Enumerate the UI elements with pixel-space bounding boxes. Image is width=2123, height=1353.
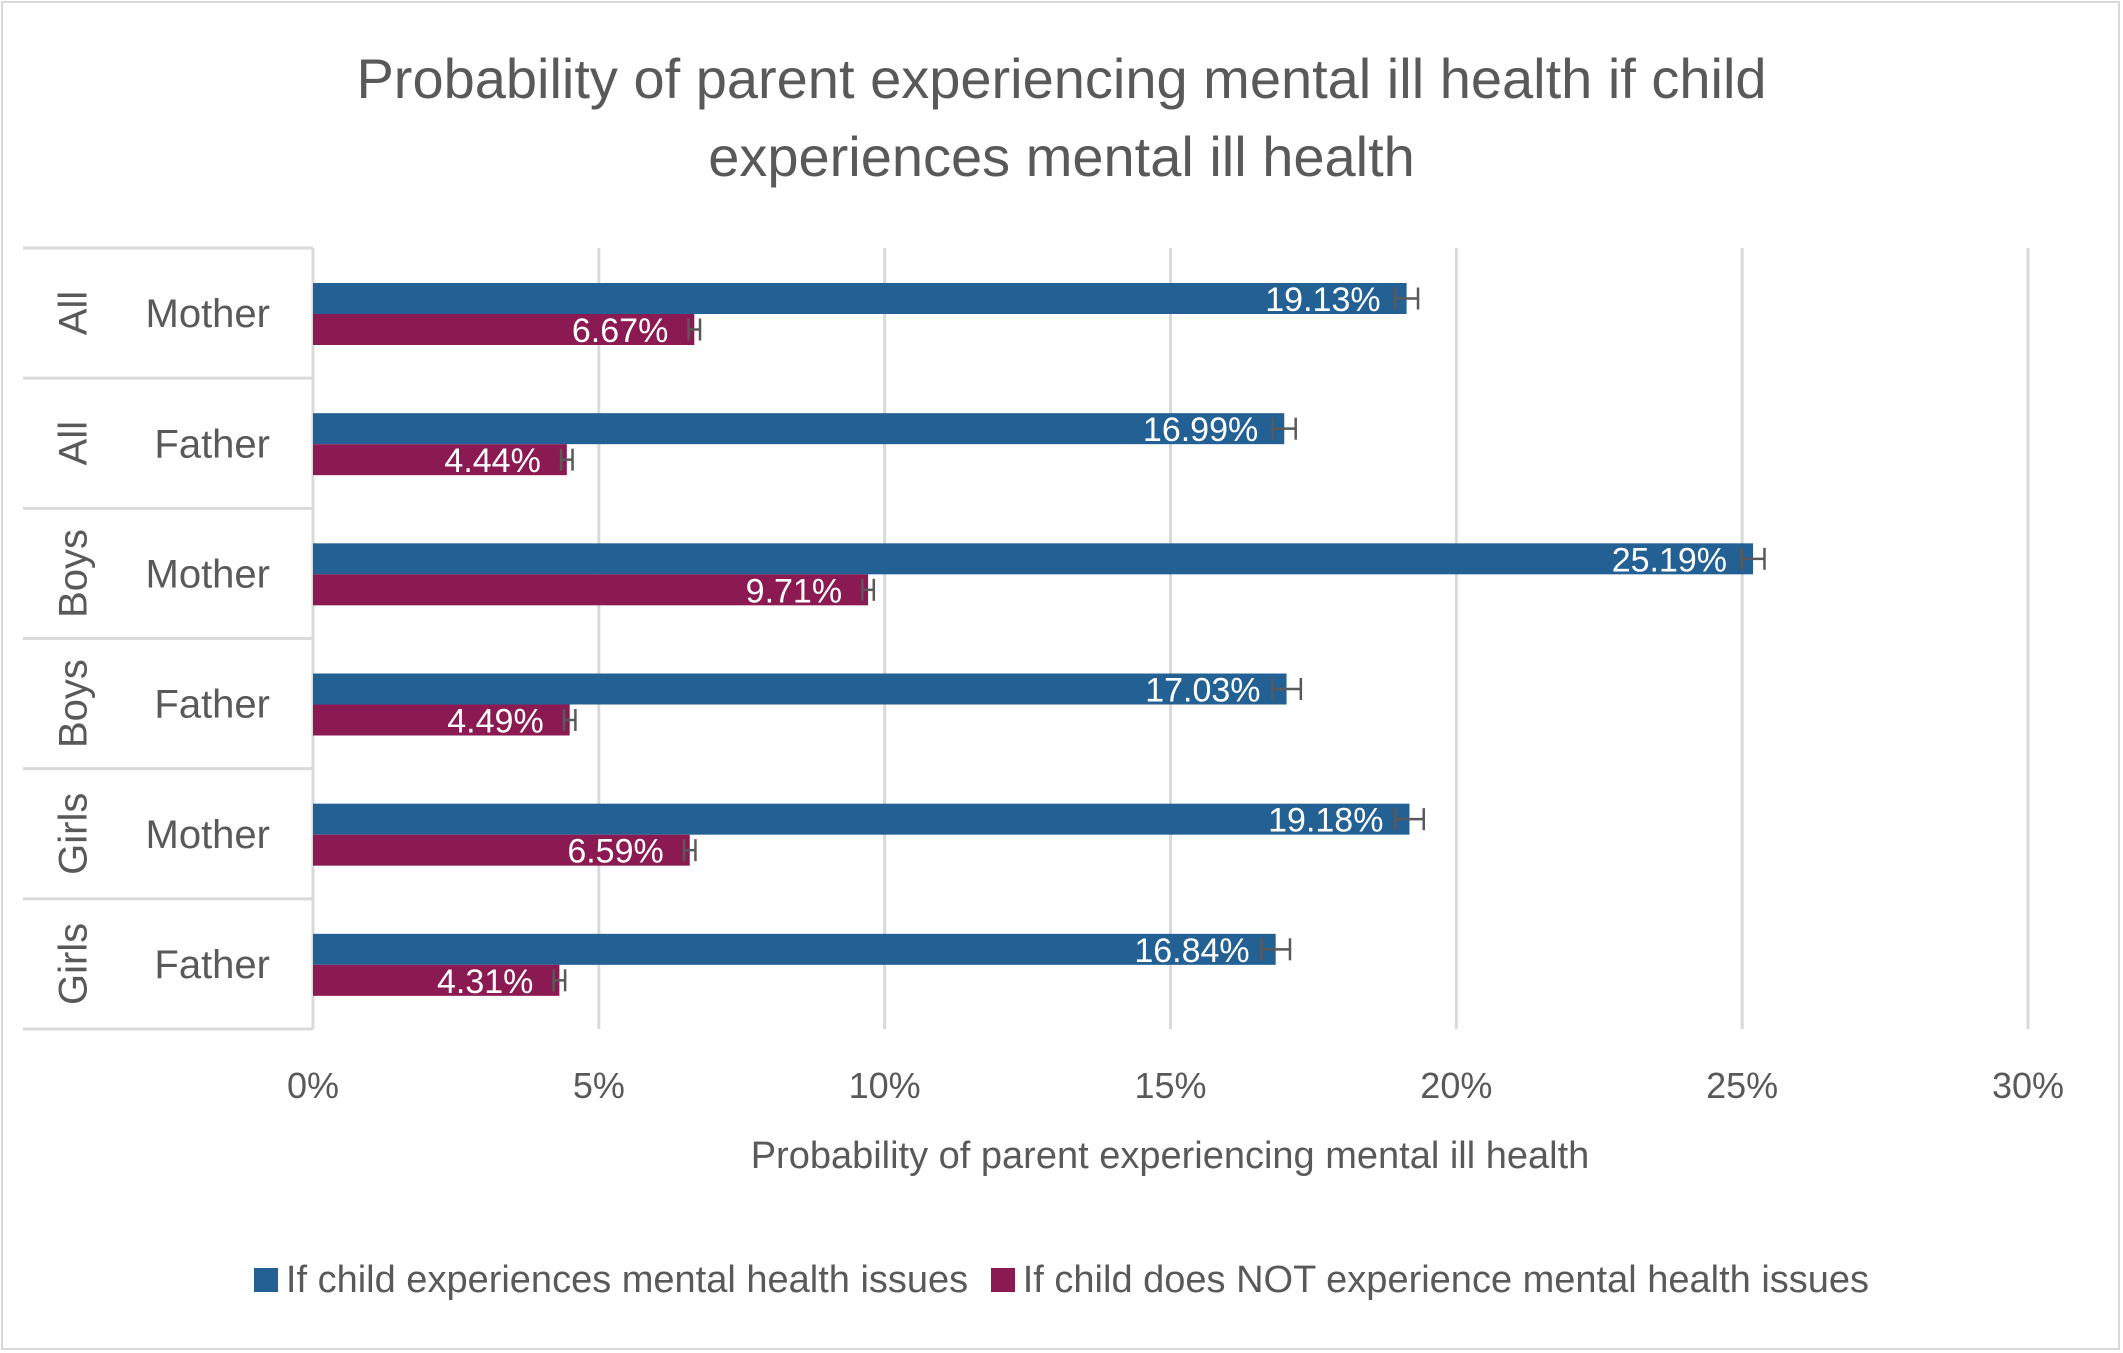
bar-child-without-issues: [313, 834, 690, 866]
data-label: 17.03%: [1145, 672, 1260, 710]
bar-child-with-issues: [313, 803, 1410, 835]
x-tick-label: 0%: [287, 1065, 339, 1106]
category-parent-label: Mother: [146, 813, 271, 857]
bar-child-without-issues: [313, 964, 560, 996]
gridlines: [597, 248, 2030, 1029]
data-label: 4.31%: [437, 963, 533, 1001]
bar-child-without-issues: [313, 704, 570, 736]
legend-label: If child experiences mental health issue…: [285, 1259, 969, 1301]
x-tick-label: 10%: [849, 1065, 921, 1106]
legend-item-with-issues[interactable]: If child experiences mental health issue…: [253, 1255, 969, 1305]
data-label: 16.84%: [1134, 932, 1249, 970]
bar-child-with-issues: [313, 413, 1285, 445]
bar-child-with-issues: [313, 673, 1287, 705]
data-label: 19.13%: [1265, 281, 1380, 319]
legend: If child experiences mental health issue…: [0, 1255, 2123, 1305]
x-tick-label: 20%: [1420, 1065, 1492, 1106]
legend-swatch-magenta: [990, 1268, 1015, 1292]
data-label: 6.67%: [572, 312, 668, 350]
data-label: 4.49%: [447, 703, 543, 741]
data-label: 16.99%: [1143, 411, 1258, 449]
category-group-label: All: [52, 291, 96, 335]
bar-child-with-issues: [313, 543, 1754, 575]
legend-swatch-blue: [253, 1268, 278, 1292]
category-group-label: Girls: [52, 793, 96, 875]
x-tick-label: 5%: [573, 1065, 625, 1106]
data-label: 19.18%: [1268, 802, 1383, 840]
bar-child-without-issues: [313, 314, 695, 345]
category-parent-label: Father: [154, 683, 270, 727]
chart-title: Probability of parent experiencing menta…: [0, 40, 2123, 196]
bar-child-without-issues: [313, 574, 869, 606]
legend-item-without-issues[interactable]: If child does NOT experience mental heal…: [990, 1255, 1870, 1305]
category-parent-label: Father: [154, 943, 270, 987]
x-axis-ticks: 0% 5% 10% 15% 20% 25% 30%: [287, 1065, 2064, 1106]
category-parent-label: Mother: [146, 552, 271, 596]
x-axis-title: Probability of parent experiencing menta…: [751, 1135, 1590, 1177]
category-parent-label: Mother: [146, 292, 271, 336]
legend-label: If child does NOT experience mental heal…: [1022, 1259, 1870, 1301]
chart-title-line-2: experiences mental ill health: [708, 125, 1415, 188]
bar-child-with-issues: [313, 283, 1407, 314]
bars: 19.13% 6.67% 16.99% 4.44% 25.19% 9.71% 17.03% 4…: [313, 281, 1766, 1001]
x-tick-label: 30%: [1992, 1065, 2064, 1106]
data-label: 25.19%: [1612, 541, 1727, 579]
data-label: 6.59%: [567, 833, 663, 871]
category-parent-label: Father: [154, 422, 270, 466]
chart-title-line-1: Probability of parent experiencing menta…: [356, 47, 1767, 110]
category-group-label: All: [52, 421, 96, 465]
x-tick-label: 25%: [1706, 1065, 1778, 1106]
x-tick-label: 15%: [1134, 1065, 1206, 1106]
category-group-label: Boys: [52, 659, 96, 748]
data-label: 9.71%: [746, 572, 842, 610]
category-group-label: Boys: [52, 529, 96, 618]
bar-child-without-issues: [313, 444, 567, 476]
category-group-label: Girls: [52, 923, 96, 1005]
data-label: 4.44%: [444, 442, 540, 480]
category-axis: All Mother All Father Boys Mother Boys Father Gi…: [23, 246, 315, 1031]
bar-child-with-issues: [313, 933, 1276, 965]
